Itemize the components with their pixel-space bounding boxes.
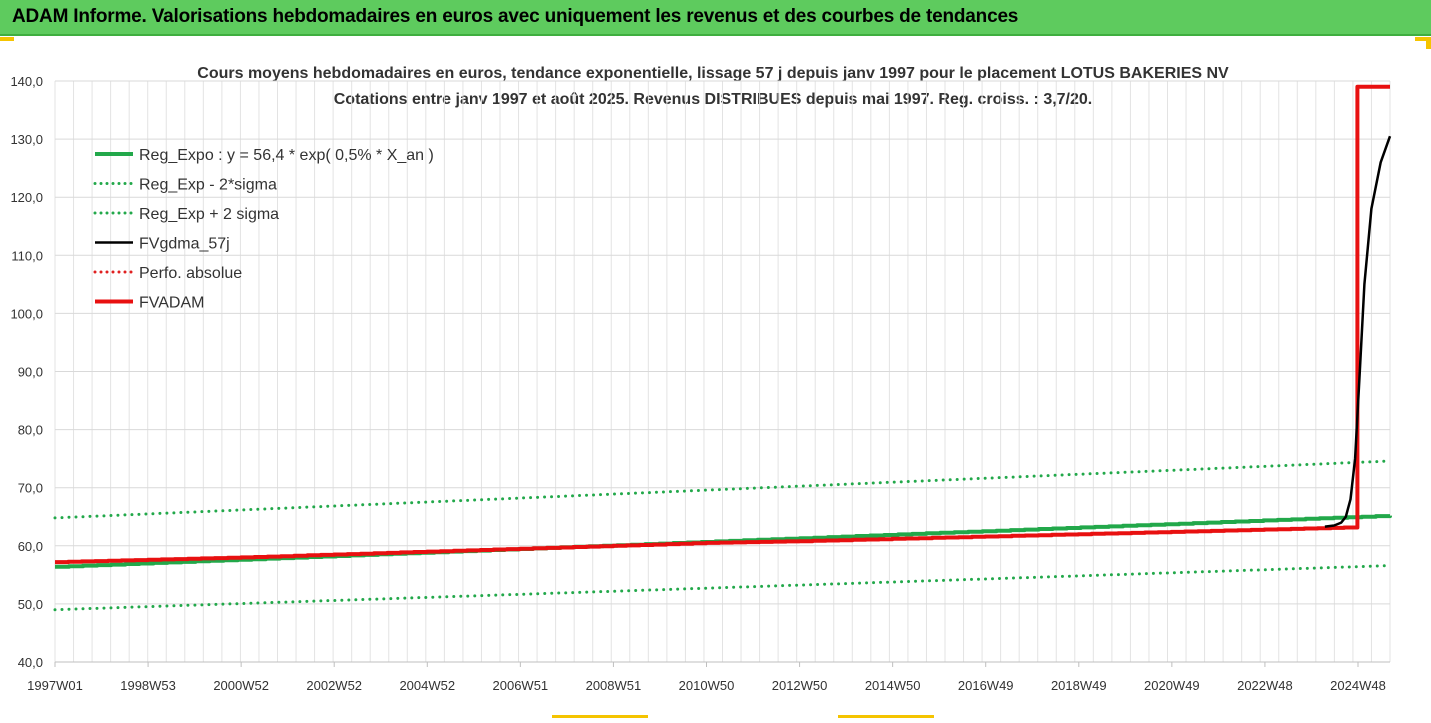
y-tick-label: 100,0 [10,306,43,321]
y-tick-label: 130,0 [10,132,43,147]
chart-area: Cours moyens hebdomadaires en euros, ten… [0,38,1431,718]
x-tick-label: 2008W51 [586,678,642,693]
y-tick-label: 60,0 [18,539,43,554]
legend-label: Reg_Expo : y = 56,4 * exp( 0,5% * X_an ) [139,147,434,164]
y-tick-label: 80,0 [18,423,43,438]
legend-label: Reg_Exp - 2*sigma [139,177,277,194]
resize-handle-bottom-right[interactable] [838,715,934,718]
y-axis-tick-labels: 40,0 50,0 60,0 70,0 80,0 90,0 100,0 110,0 120,0 1… [10,74,43,670]
y-tick-label: 70,0 [18,481,43,496]
legend-label: FVADAM [139,295,204,312]
report-banner: ADAM Informe. Valorisations hebdomadaire… [0,0,1431,36]
x-tick-label: 2018W49 [1051,678,1107,693]
x-tick-label: 1998W53 [120,678,176,693]
y-tick-label: 40,0 [18,655,43,670]
x-tick-label: 1997W01 [27,678,83,693]
x-tick-label: 2020W49 [1144,678,1200,693]
y-tick-label: 90,0 [18,365,43,380]
series-lines [53,84,1392,612]
resize-handle-top-right[interactable] [1415,37,1431,41]
x-tick-label: 2010W50 [679,678,735,693]
legend-label: FVgdma_57j [139,236,230,253]
x-tick-label: 2000W52 [213,678,269,693]
resize-handle-right[interactable] [1426,37,1431,49]
y-tick-label: 110,0 [11,248,43,263]
x-axis-tick-labels: 1997W01 1998W53 2000W52 2002W52 2004W52 2006W… [27,662,1386,693]
report-title: ADAM Informe. Valorisations hebdomadaire… [12,6,1019,27]
x-tick-label: 2004W52 [399,678,455,693]
y-tick-label: 140,0 [10,74,43,89]
legend-label: Reg_Exp + 2 sigma [139,206,279,223]
y-tick-label: 120,0 [10,190,43,205]
resize-handle-bottom-left[interactable] [552,715,648,718]
series-line-6 [55,84,1390,565]
series-line-2 [53,564,1392,612]
x-tick-label: 2014W50 [865,678,921,693]
chart-title: Cours moyens hebdomadaires en euros, ten… [197,65,1229,82]
grid-lines [54,80,1391,663]
x-tick-label: 2024W48 [1330,678,1386,693]
x-tick-label: 2016W49 [958,678,1014,693]
series-line-4 [1324,135,1392,528]
series-line-3 [53,459,1392,520]
line-chart: Cours moyens hebdomadaires en euros, ten… [10,65,1392,693]
legend: Reg_Expo : y = 56,4 * exp( 0,5% * X_an )… [93,147,434,312]
chart-subtitle: Cotations entre janv 1997 et août 2025. … [334,91,1093,108]
x-tick-label: 2022W48 [1237,678,1293,693]
resize-handle-top-left[interactable] [0,37,14,41]
legend-label: Perfo. absolue [139,265,242,282]
x-tick-label: 2012W50 [772,678,828,693]
x-tick-label: 2006W51 [493,678,549,693]
y-tick-label: 50,0 [18,597,43,612]
x-tick-label: 2002W52 [306,678,362,693]
